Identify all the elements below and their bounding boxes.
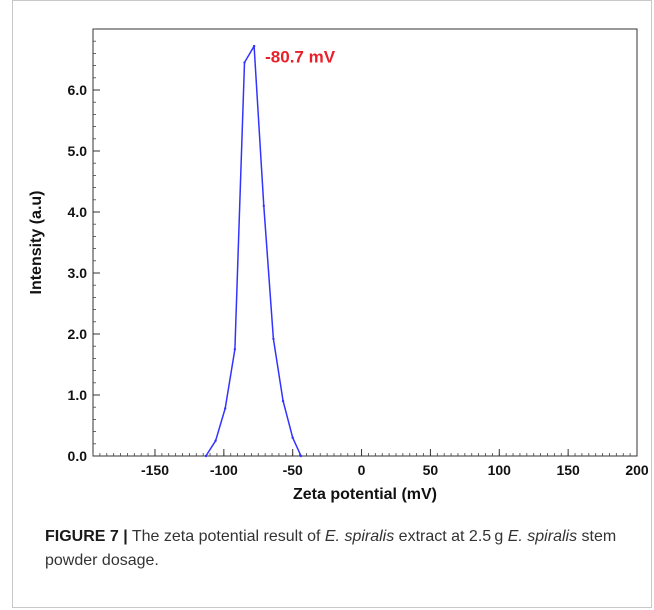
data-point [224,407,227,410]
y-tick-label: 6.0 [68,82,88,98]
y-tick-label: 1.0 [68,387,88,403]
y-axis-label: Intensity (a.u) [28,190,45,294]
data-point [214,439,217,442]
data-point [243,61,246,64]
x-tick-label: 50 [423,462,439,478]
data-point [204,454,208,458]
y-tick-label: 5.0 [68,143,88,159]
x-tick-label: 0 [358,462,366,478]
data-point [281,399,285,403]
x-tick-label: -50 [283,462,303,478]
y-tick-label: 0.0 [68,448,88,464]
x-tick-label: 100 [488,462,512,478]
y-tick-label: 4.0 [68,204,88,220]
caption-label: FIGURE 7 | [45,528,128,545]
figure-caption: FIGURE 7 | The zeta potential result of … [45,525,645,573]
data-point [299,454,303,458]
x-axis-label: Zeta potential (mV) [293,486,437,503]
caption-text-1: The zeta potential result of [127,528,325,545]
x-tick-label: -100 [210,462,238,478]
data-point [252,44,256,48]
x-tick-label: -150 [141,462,169,478]
y-tick-label: 2.0 [68,326,88,342]
y-tick-label: 3.0 [68,265,88,281]
zeta-potential-chart: -150 -100 -50 0 50 100 150 200 0.0 1.0 2.0 3.0 4.0 5.… [28,28,649,503]
data-point [272,337,275,341]
data-point [291,436,294,439]
caption-species-2: E. spiralis [507,528,578,545]
caption-species-1: E. spiralis [324,528,395,545]
figure-panel: -150 -100 -50 0 50 100 150 200 0.0 1.0 2.0 3.0 4.0 5.… [12,0,652,608]
caption-text-3: stem powder dosage. [45,528,617,569]
data-point [233,348,237,351]
series-line [205,45,302,457]
x-tick-label: 150 [556,462,580,478]
peak-annotation: -80.7 mV [265,48,336,67]
x-tick-label: 200 [625,462,649,478]
caption-text-2: extract at 2.5 g [394,528,508,545]
data-point [262,204,265,208]
plot-frame [92,28,638,457]
